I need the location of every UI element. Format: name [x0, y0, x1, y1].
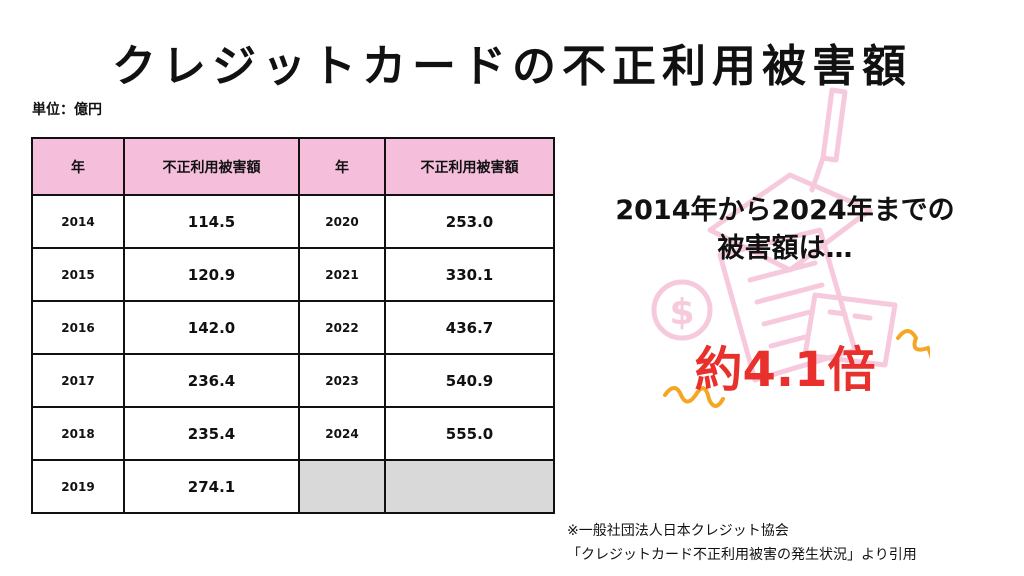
- table-row: 2019 274.1: [31, 459, 555, 514]
- fraud-damage-table: 年 不正利用被害額 年 不正利用被害額 2014 114.5 2020 253.…: [31, 137, 555, 514]
- headline: 2014年から2024年までの 被害額は…: [575, 192, 995, 268]
- damage-cell: 330.1: [384, 247, 555, 302]
- header-damage-left: 不正利用被害額: [123, 137, 300, 196]
- year-cell: 2023: [298, 353, 386, 408]
- header-year-left: 年: [31, 137, 125, 196]
- svg-text:$: $: [669, 292, 694, 333]
- table-header-row: 年 不正利用被害額 年 不正利用被害額: [31, 137, 555, 196]
- header-damage-right: 不正利用被害額: [384, 137, 555, 196]
- dollar-coin-icon: [651, 279, 713, 341]
- table-row: 2016 142.0 2022 436.7: [31, 300, 555, 355]
- source-note: ※一般社団法人日本クレジット協会 「クレジットカード不正利用被害の発生状況」より…: [567, 519, 917, 567]
- year-cell: 2020: [298, 194, 386, 249]
- table-row: 2018 235.4 2024 555.0: [31, 406, 555, 461]
- headline-line1: 2014年から2024年までの: [615, 195, 955, 226]
- damage-cell: 235.4: [123, 406, 300, 461]
- squiggle-decoration: [896, 329, 930, 370]
- empty-cell: [298, 459, 386, 514]
- year-cell: 2018: [31, 406, 125, 461]
- year-cell: 2021: [298, 247, 386, 302]
- credit-card-illustration: $: [651, 87, 930, 408]
- table-row: 2015 120.9 2021 330.1: [31, 247, 555, 302]
- page-title: クレジットカードの不正利用被害額: [112, 41, 912, 92]
- source-line1: ※一般社団法人日本クレジット協会: [567, 523, 789, 539]
- damage-cell: 274.1: [123, 459, 300, 514]
- year-cell: 2015: [31, 247, 125, 302]
- header-year-right: 年: [298, 137, 386, 196]
- headline-line2: 被害額は…: [717, 233, 853, 264]
- year-cell: 2017: [31, 353, 125, 408]
- unit-label: 単位：億円: [32, 102, 102, 118]
- table-row: 2014 114.5 2020 253.0: [31, 194, 555, 249]
- damage-cell: 236.4: [123, 353, 300, 408]
- table-row: 2017 236.4 2023 540.9: [31, 353, 555, 408]
- damage-cell: 555.0: [384, 406, 555, 461]
- year-cell: 2022: [298, 300, 386, 355]
- damage-cell: 114.5: [123, 194, 300, 249]
- damage-cell: 120.9: [123, 247, 300, 302]
- source-line2: 「クレジットカード不正利用被害の発生状況」より引用: [567, 547, 917, 563]
- damage-cell: 142.0: [123, 300, 300, 355]
- damage-cell: 253.0: [384, 194, 555, 249]
- year-cell: 2016: [31, 300, 125, 355]
- pen-icon: [809, 87, 848, 193]
- increase-ratio: 約4.1倍: [694, 342, 876, 398]
- year-cell: 2014: [31, 194, 125, 249]
- damage-cell: 540.9: [384, 353, 555, 408]
- year-cell: 2019: [31, 459, 125, 514]
- year-cell: 2024: [298, 406, 386, 461]
- damage-cell: 436.7: [384, 300, 555, 355]
- squiggle-decoration: [663, 386, 725, 408]
- empty-cell: [384, 459, 555, 514]
- receipt-icon: [717, 227, 858, 383]
